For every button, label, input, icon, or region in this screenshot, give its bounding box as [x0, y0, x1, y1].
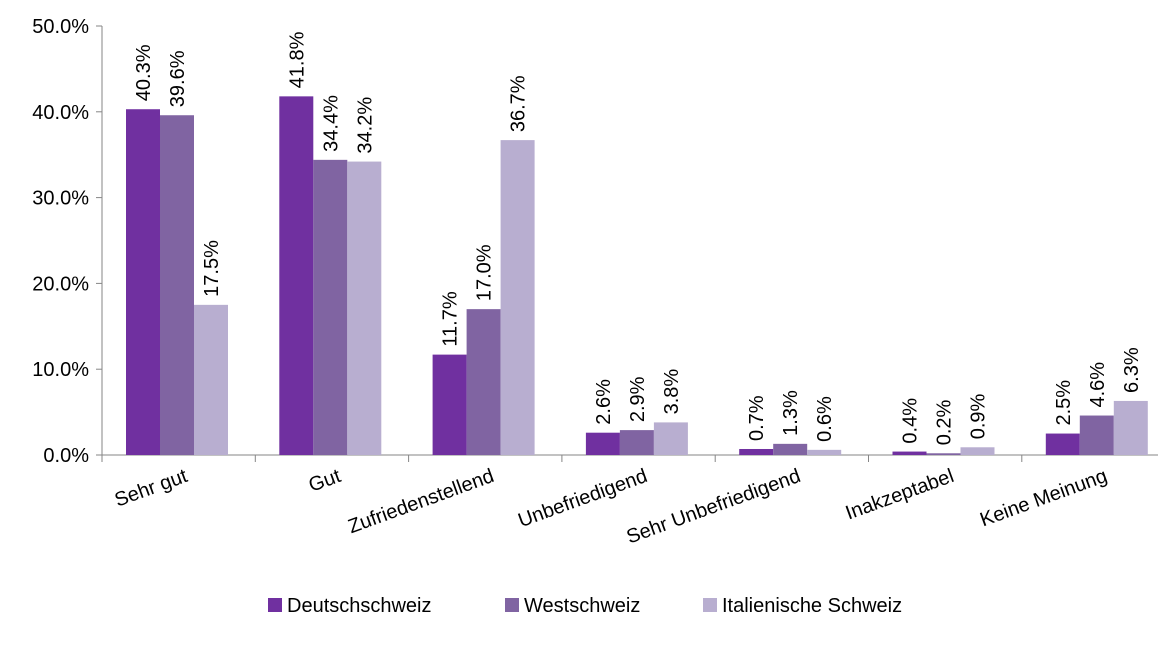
data-label: 34.2% [354, 97, 376, 154]
bar [960, 447, 995, 455]
y-tick-label: 30.0% [32, 188, 89, 210]
bar [807, 449, 842, 455]
bar [653, 422, 688, 455]
legend: Deutschschweiz Westschweiz Italienische Sc… [268, 595, 902, 617]
bar [773, 443, 808, 455]
x-category-label: Gut [306, 465, 344, 497]
legend-label: Deutschschweiz [287, 595, 432, 617]
bar [126, 109, 160, 455]
bar [313, 159, 348, 455]
data-label: 6.3% [1121, 347, 1143, 393]
legend-swatch [268, 598, 282, 612]
data-label: 41.8% [286, 31, 308, 88]
bar [1113, 400, 1148, 455]
data-label: 11.7% [440, 291, 462, 346]
bar [892, 451, 927, 455]
x-category-label: Unbefriedigend [515, 465, 650, 532]
data-label: 39.6% [167, 50, 189, 107]
data-label: 0.4% [900, 398, 922, 444]
bar [279, 96, 314, 455]
data-label: 0.7% [746, 395, 768, 441]
data-label: 34.4% [320, 95, 342, 152]
x-category-label: Sehr gut [112, 465, 191, 512]
x-category-label: Sehr Unbefriedigend [624, 465, 804, 548]
bar [160, 115, 194, 456]
y-tick-label: 20.0% [32, 273, 89, 295]
bar [194, 304, 228, 455]
x-category-label: Zufriedenstellend [345, 465, 497, 538]
bar [619, 430, 654, 455]
bars [126, 96, 1148, 456]
data-label: 40.3% [133, 44, 155, 101]
data-label: 3.8% [661, 369, 683, 415]
bar [1079, 415, 1114, 455]
y-tick-label: 0.0% [43, 445, 89, 467]
legend-label: Westschweiz [524, 595, 640, 617]
data-label: 17.0% [474, 244, 496, 301]
data-label: 0.9% [968, 393, 990, 439]
y-axis: 0.0% 10.0% 20.0% 30.0% 40.0% 50.0% [32, 16, 103, 467]
data-label: 1.3% [780, 390, 802, 436]
y-tick-label: 10.0% [32, 359, 89, 381]
data-label: 2.6% [593, 379, 615, 425]
legend-swatch [703, 598, 717, 612]
x-category-label: Inakzeptabel [843, 465, 957, 524]
data-label: 36.7% [508, 75, 530, 132]
data-label: 4.6% [1087, 362, 1109, 408]
bar [432, 354, 467, 455]
data-label: 0.6% [814, 396, 836, 442]
data-label: 2.5% [1053, 380, 1075, 426]
data-labels: 40.3% 41.8% 11.7% 2.6% 0.7% 0.4% 2.5% 39.6% 34.4… [133, 31, 1143, 445]
bar [585, 432, 620, 455]
data-label: 0.2% [934, 399, 956, 445]
x-category-label: Keine Meinung [977, 465, 1110, 531]
bar [926, 453, 961, 455]
data-label: 17.5% [201, 240, 223, 297]
data-label: 2.9% [627, 376, 649, 422]
bar [739, 448, 774, 455]
bar [466, 309, 501, 455]
legend-label: Italienische Schweiz [722, 595, 902, 617]
legend-swatch [505, 598, 519, 612]
x-axis: Sehr gut Gut Zufriedenstellend Unbefriedige… [101, 454, 1158, 548]
bar [500, 140, 535, 455]
bar [1045, 433, 1080, 455]
y-tick-label: 40.0% [32, 102, 89, 124]
y-tick-label: 50.0% [32, 16, 89, 38]
bar [347, 161, 382, 455]
